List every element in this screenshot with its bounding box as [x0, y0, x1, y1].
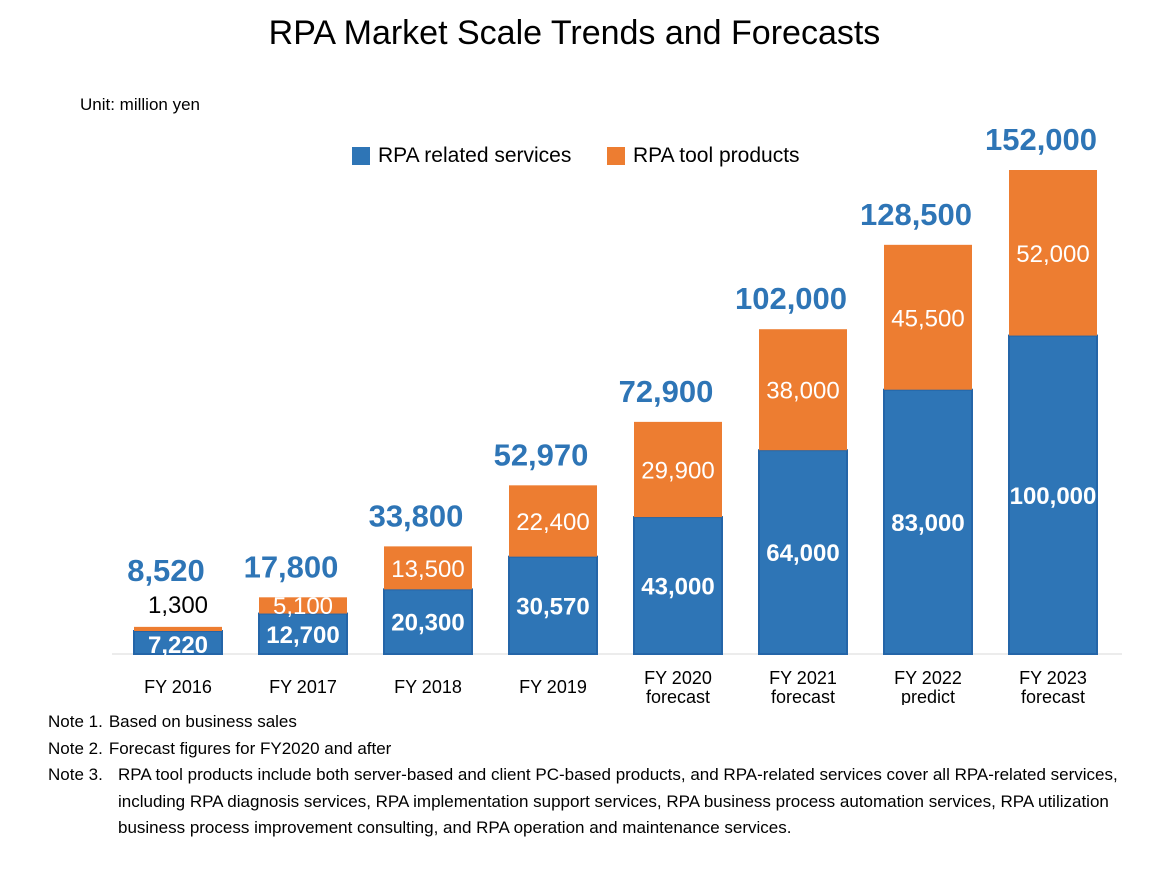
x-tick-label-4: FY 2020 forecast	[644, 668, 712, 705]
note-2: Note 2. Forecast figures for FY2020 and …	[48, 736, 1118, 763]
label-total-4: 72,900	[619, 374, 714, 409]
bar-services-6	[883, 388, 973, 655]
label-services-1: 12,700	[266, 622, 339, 649]
bar-tools-4	[634, 421, 722, 518]
chart-title: RPA Market Scale Trends and Forecasts	[268, 14, 881, 52]
legend-label-1: RPA tool products	[633, 144, 800, 167]
label-tools-2: 13,500	[391, 556, 464, 583]
legend-swatch-0	[352, 147, 370, 165]
bar-tools-0	[134, 626, 222, 632]
note-text: RPA tool products include both server-ba…	[118, 765, 1118, 837]
x-tick-label-3: FY 2019	[519, 677, 587, 697]
note-number: Note 1.	[48, 712, 103, 731]
note-number: Note 2.	[48, 738, 103, 758]
x-tick-label-7: FY 2023 forecast	[1019, 668, 1087, 705]
label-tools-7: 52,000	[1016, 241, 1089, 268]
label-tools-3: 22,400	[516, 509, 589, 536]
unit-label: Unit: million yen	[80, 95, 200, 114]
x-tick-label-1: FY 2017	[269, 677, 337, 697]
bar-tools-5	[759, 329, 847, 451]
note-3: Note 3. RPA tool products include both s…	[48, 762, 1118, 842]
note-text: Forecast figures for FY2020 and after	[108, 738, 392, 758]
label-total-6: 128,500	[860, 197, 972, 232]
label-services-5: 64,000	[766, 540, 839, 567]
label-total-3: 52,970	[494, 437, 589, 472]
label-total-5: 102,000	[735, 281, 847, 316]
legend-swatch-1	[607, 147, 625, 165]
x-tick-label-5: FY 2021 forecast	[769, 668, 837, 705]
bar-tools-3	[509, 485, 597, 557]
label-services-6: 83,000	[891, 510, 964, 537]
label-tools-1: 5,100	[273, 593, 333, 620]
label-tools-4: 29,900	[641, 457, 714, 484]
note-text: Based on business sales	[108, 712, 297, 731]
label-tools-5: 38,000	[766, 378, 839, 405]
label-total-2: 33,800	[369, 498, 464, 533]
bar-tools-6	[884, 244, 972, 390]
bar-services-7	[1008, 334, 1098, 655]
legend: RPA related services RPA tool products	[352, 144, 800, 167]
label-tools-0: 1,300	[148, 592, 208, 619]
label-total-1: 17,800	[244, 549, 339, 584]
bars	[133, 170, 1098, 656]
label-services-7: 100,000	[1010, 483, 1097, 510]
notes: Note 1. Based on business sales Note 2. …	[48, 709, 1118, 842]
label-total-0: 8,520	[127, 553, 205, 588]
label-services-3: 30,570	[516, 593, 589, 620]
x-tick-labels: FY 2016 FY 2017 FY 2018 FY 2019 FY 2020 forec…	[144, 668, 1087, 705]
bar-services-2	[383, 588, 473, 656]
label-total-7: 152,000	[985, 122, 1097, 157]
x-tick-label-6: FY 2022 predict	[894, 668, 962, 705]
note-number: Note 3.	[48, 765, 103, 784]
label-tools-6: 45,500	[891, 305, 964, 332]
x-tick-label-2: FY 2018	[394, 677, 462, 697]
label-services-0: 7,220	[148, 632, 208, 659]
x-tick-label-0: FY 2016	[144, 677, 212, 697]
note-1: Note 1. Based on business sales	[48, 709, 1118, 736]
bar-tools-2	[384, 546, 472, 590]
label-services-4: 43,000	[641, 574, 714, 601]
bar-tools-1	[259, 597, 347, 614]
label-services-2: 20,300	[391, 610, 464, 637]
bar-chart: RPA related services RPA tool products 7,…	[112, 122, 1122, 705]
bar-tools-7	[1009, 170, 1097, 336]
legend-label-0: RPA related services	[378, 144, 571, 167]
